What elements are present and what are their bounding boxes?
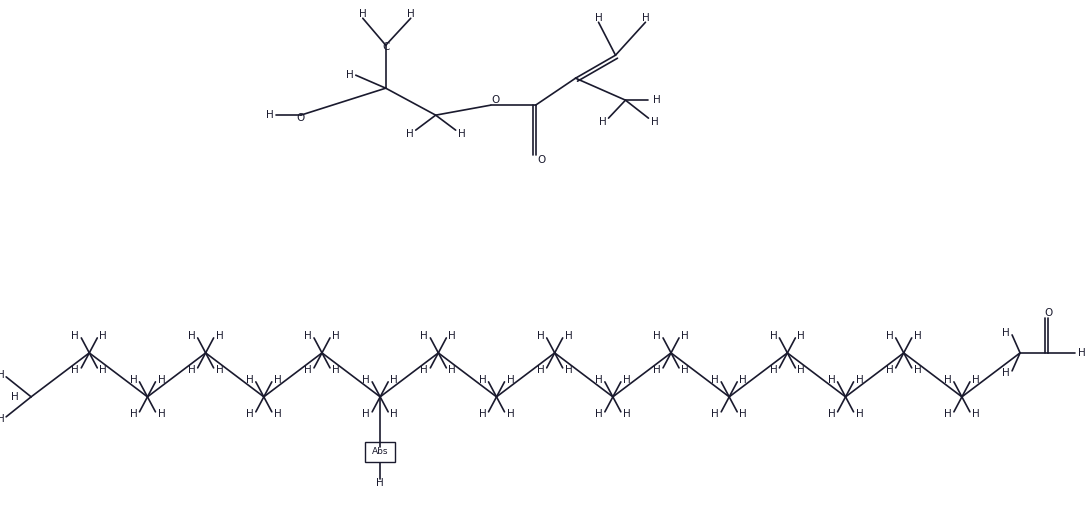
Text: H: H — [972, 409, 980, 419]
Text: H: H — [641, 13, 649, 23]
Text: H: H — [158, 409, 166, 419]
Text: H: H — [216, 331, 223, 341]
Text: H: H — [944, 375, 952, 385]
Text: H: H — [187, 331, 196, 341]
Text: C: C — [382, 42, 390, 52]
Text: Abs: Abs — [372, 447, 389, 456]
Text: H: H — [266, 110, 273, 120]
Text: H: H — [363, 409, 370, 419]
Text: H: H — [1078, 348, 1086, 358]
Text: H: H — [377, 478, 384, 488]
Text: H: H — [479, 409, 487, 419]
Text: H: H — [653, 365, 661, 375]
Text: H: H — [99, 365, 107, 375]
Text: H: H — [537, 331, 544, 341]
Text: H: H — [599, 117, 607, 127]
Text: H: H — [944, 409, 952, 419]
Text: O: O — [491, 95, 500, 105]
Text: H: H — [650, 117, 659, 127]
Text: H: H — [457, 129, 465, 139]
Text: H: H — [739, 409, 747, 419]
Text: H: H — [565, 365, 573, 375]
Text: H: H — [390, 375, 397, 385]
Text: H: H — [856, 375, 864, 385]
Text: H: H — [623, 409, 631, 419]
Text: O: O — [538, 155, 546, 165]
Text: H: H — [652, 95, 660, 105]
Text: H: H — [856, 409, 864, 419]
Text: H: H — [739, 375, 747, 385]
Text: H: H — [130, 375, 137, 385]
Text: H: H — [506, 409, 514, 419]
Text: H: H — [972, 375, 980, 385]
Text: H: H — [595, 375, 602, 385]
Text: H: H — [72, 331, 79, 341]
Text: H: H — [420, 365, 428, 375]
Text: H: H — [0, 414, 5, 424]
Text: H: H — [1002, 328, 1010, 338]
Text: H: H — [653, 331, 661, 341]
Text: H: H — [158, 375, 166, 385]
Text: H: H — [11, 392, 20, 402]
Text: H: H — [359, 9, 367, 19]
Text: H: H — [0, 370, 5, 380]
Text: H: H — [914, 365, 921, 375]
Text: H: H — [216, 365, 223, 375]
Text: H: H — [711, 409, 719, 419]
Text: H: H — [1002, 368, 1010, 378]
Text: H: H — [770, 365, 778, 375]
Text: H: H — [332, 331, 340, 341]
Text: H: H — [914, 331, 921, 341]
Text: H: H — [449, 365, 456, 375]
Text: H: H — [187, 365, 196, 375]
Text: H: H — [274, 409, 282, 419]
Text: H: H — [537, 365, 544, 375]
Text: H: H — [770, 331, 778, 341]
Text: H: H — [246, 375, 254, 385]
Text: H: H — [506, 375, 514, 385]
Text: H: H — [363, 375, 370, 385]
Text: H: H — [390, 409, 397, 419]
Text: H: H — [332, 365, 340, 375]
Text: H: H — [595, 409, 602, 419]
Text: H: H — [130, 409, 137, 419]
Text: H: H — [406, 129, 414, 139]
Text: H: H — [479, 375, 487, 385]
Text: H: H — [304, 331, 311, 341]
Text: H: H — [711, 375, 719, 385]
Text: H: H — [407, 9, 415, 19]
Text: H: H — [828, 409, 835, 419]
Text: H: H — [797, 365, 805, 375]
Text: H: H — [681, 365, 689, 375]
Text: H: H — [246, 409, 254, 419]
Text: H: H — [72, 365, 79, 375]
Text: H: H — [449, 331, 456, 341]
Text: H: H — [885, 365, 894, 375]
Text: H: H — [828, 375, 835, 385]
Text: H: H — [304, 365, 311, 375]
Text: H: H — [346, 70, 354, 80]
Text: H: H — [885, 331, 894, 341]
Text: H: H — [797, 331, 805, 341]
Text: H: H — [623, 375, 631, 385]
Text: H: H — [595, 13, 602, 23]
Text: H: H — [565, 331, 573, 341]
Text: H: H — [420, 331, 428, 341]
Text: O: O — [296, 113, 305, 123]
FancyBboxPatch shape — [365, 442, 395, 462]
Text: H: H — [274, 375, 282, 385]
Text: H: H — [99, 331, 107, 341]
Text: O: O — [1044, 308, 1052, 318]
Text: H: H — [681, 331, 689, 341]
